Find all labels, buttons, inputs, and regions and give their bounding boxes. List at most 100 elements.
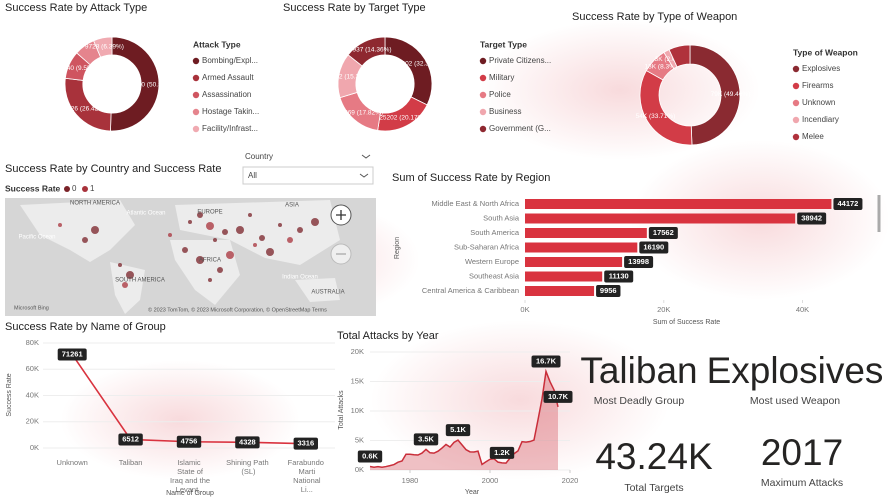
map-label: EUROPE: [197, 210, 222, 216]
donut-label: 54K (33.71%): [636, 113, 676, 120]
data-label-box: [489, 446, 515, 459]
chart-title: Success Rate by Target Type: [283, 2, 426, 14]
data-label-box: [293, 437, 318, 450]
legend-marker: [192, 57, 200, 65]
legend-marker: [192, 108, 200, 116]
data-label-box: [639, 241, 669, 254]
map-label: ASIA: [285, 203, 299, 209]
card-caption: Most used Weapon: [750, 395, 840, 407]
x-tick-label: 0K: [520, 305, 529, 314]
slicer-chevron[interactable]: [361, 154, 371, 159]
legend-marker: [192, 91, 200, 99]
legend-title: Target Type: [480, 39, 527, 49]
map-point: [126, 271, 134, 279]
legend-item: Melee: [802, 132, 824, 141]
donut-label: 13K (8.3%): [645, 64, 678, 71]
data-label-box: [624, 256, 654, 268]
y-tick-label: 20K: [26, 417, 39, 426]
legend-item: Business: [489, 107, 521, 116]
map-point: [208, 278, 212, 282]
map-point: [297, 227, 303, 233]
data-label: 13998: [628, 257, 649, 266]
map-legend-item: 0: [72, 184, 77, 193]
data-label-box: [57, 348, 87, 361]
chart-title: Total Attacks by Year: [337, 330, 439, 342]
slicer-label: Country: [245, 152, 273, 161]
legend-dot: [64, 186, 70, 192]
data-label-box: [176, 435, 202, 448]
map-label: AUSTRALIA: [311, 290, 344, 296]
data-label: 16.7K: [536, 356, 557, 365]
bar: [525, 228, 647, 238]
donut-label: 3K (2.05%): [655, 56, 688, 63]
legend-item: Explosives: [802, 64, 840, 73]
data-label: 71261: [62, 349, 83, 358]
data-label: 10.7K: [548, 392, 569, 401]
area: [370, 371, 558, 470]
donut-label: 40226 (26.42%): [60, 105, 106, 112]
card-value: 2017: [761, 432, 843, 473]
data-label: 38942: [801, 213, 822, 222]
x-tick-label: 40K: [796, 305, 809, 314]
bar: [525, 199, 832, 209]
x-tick-label: Farabundo Marti National Li...: [288, 458, 324, 494]
x-tick-label: Islamic State of Iraq and the Levant...: [168, 458, 210, 494]
map-point: [188, 220, 192, 224]
x-tick-label: Shining Path (SL): [226, 458, 269, 476]
y-tick-label: 80K: [26, 338, 39, 347]
legend-item: Firearms: [802, 81, 834, 90]
x-axis-title: Name of Group: [166, 490, 214, 497]
legend-title: Attack Type: [193, 39, 241, 49]
data-label-box: [235, 436, 260, 449]
y-tick-label: Sub-Saharan Africa: [454, 242, 520, 251]
map-point: [311, 218, 319, 226]
y-tick-label: Central America & Caribbean: [422, 286, 519, 295]
slicer-dropdown[interactable]: [242, 166, 374, 185]
donut-slice: [668, 44, 691, 68]
y-tick-label: 5K: [355, 435, 364, 444]
legend-marker: [792, 82, 800, 90]
data-label-box: [445, 424, 471, 437]
bar: [525, 271, 603, 282]
slicer-value: All: [248, 171, 257, 180]
legend-title: Type of Weapon: [793, 47, 858, 57]
bar: [525, 257, 623, 267]
map-legend-title: Success Rate: [5, 183, 61, 193]
legend-item: Bombing/Expl...: [202, 56, 258, 65]
legend-marker: [479, 91, 487, 99]
legend-item: Police: [489, 90, 511, 99]
map-logo: Microsoft Bing: [14, 305, 49, 311]
bar: [525, 213, 796, 224]
legend-item: Assassination: [202, 90, 251, 99]
card-value: Explosives: [707, 350, 884, 391]
legend-dot: [82, 186, 88, 192]
donut-slice: [93, 36, 113, 58]
map-attribution: © 2023 TomTom, © 2023 Microsoft Corporat…: [148, 306, 327, 313]
legend-marker: [479, 108, 487, 116]
donut-label: 19142 (15.32%): [324, 74, 370, 81]
line: [369, 368, 559, 468]
bar: [525, 242, 638, 253]
x-tick-label: 20K: [657, 305, 670, 314]
donut-slice: [689, 44, 741, 146]
map[interactable]: [5, 198, 376, 316]
map-point: [236, 226, 244, 234]
map-point: [217, 267, 223, 273]
donut-label: 79K (49.46%): [711, 91, 751, 98]
legend-marker: [792, 99, 800, 107]
donut-label: 76920 (50.52%): [127, 81, 173, 88]
y-tick-label: 0K: [355, 465, 364, 474]
card-caption: Most Deadly Group: [594, 395, 685, 407]
y-axis-title: Total Attacks: [338, 390, 345, 430]
chart-title: Success Rate by Name of Group: [5, 321, 166, 333]
data-label-box: [596, 285, 621, 297]
legend-item: Incendiary: [802, 115, 839, 124]
card-caption: Total Targets: [624, 482, 683, 494]
map-label: Atlantic Ocean: [126, 211, 165, 217]
donut-label: 14540 (9.55%): [56, 65, 99, 72]
dropdown-chevron[interactable]: [359, 173, 369, 178]
donut-label: 25202 (20.17%): [379, 115, 425, 122]
map-point: [259, 235, 265, 241]
legend-marker: [479, 74, 487, 82]
